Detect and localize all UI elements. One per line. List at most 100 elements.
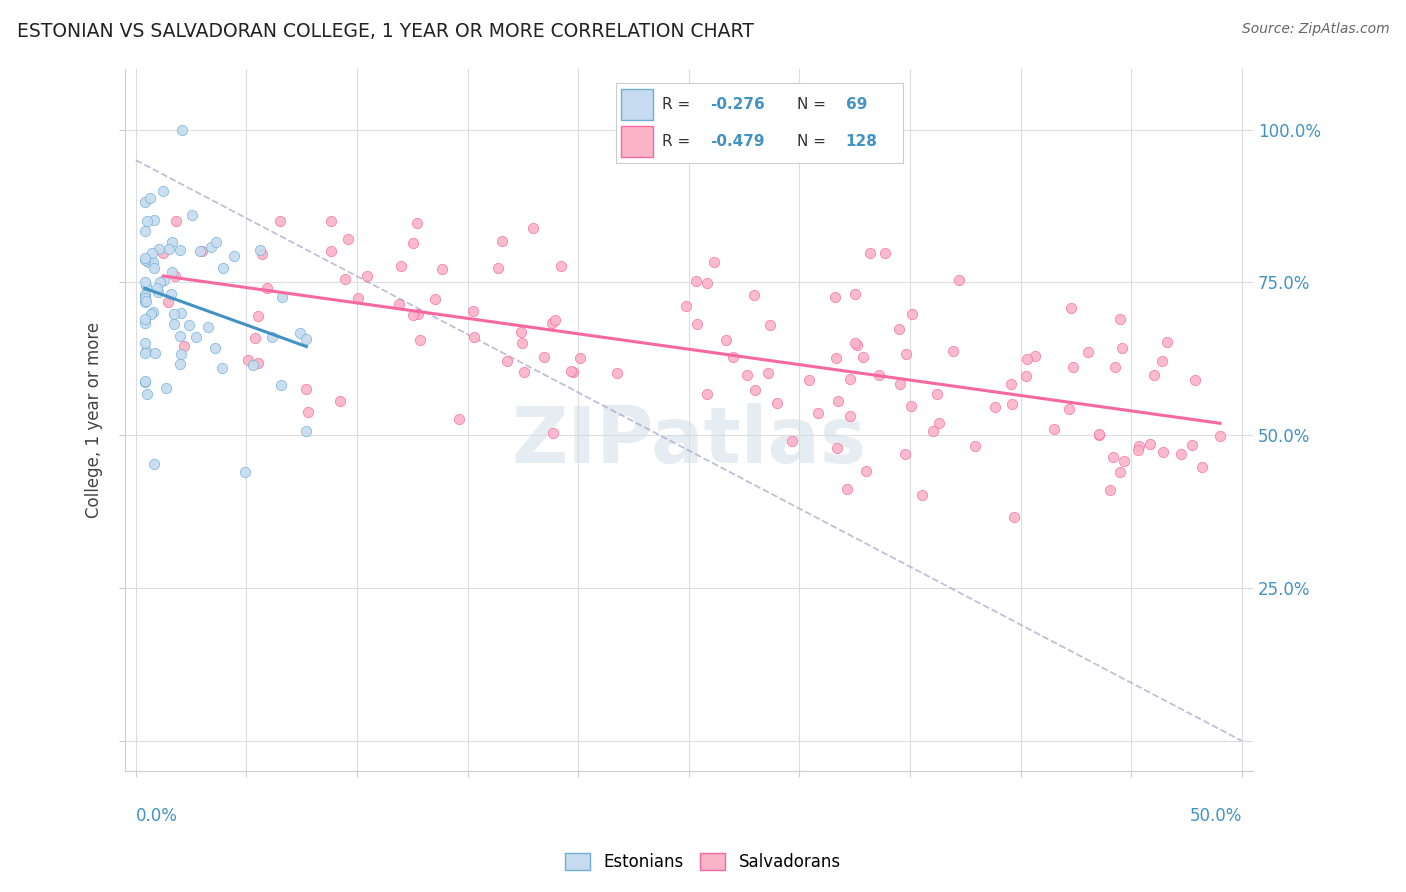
Point bbox=[163, 317, 186, 331]
Point bbox=[766, 396, 789, 410]
Point bbox=[1088, 428, 1111, 442]
Point bbox=[271, 290, 294, 304]
Point bbox=[758, 318, 780, 332]
Point bbox=[169, 243, 191, 257]
Point bbox=[1109, 465, 1132, 479]
Point bbox=[423, 292, 446, 306]
Point bbox=[155, 381, 177, 395]
Point bbox=[165, 214, 187, 228]
Point bbox=[134, 287, 156, 301]
Point bbox=[839, 372, 862, 386]
Point bbox=[1000, 377, 1022, 392]
Point bbox=[135, 387, 157, 401]
Point bbox=[900, 399, 922, 413]
Point bbox=[262, 330, 284, 344]
Point bbox=[163, 307, 186, 321]
Point bbox=[780, 434, 803, 448]
Point bbox=[1143, 368, 1166, 382]
Point bbox=[963, 439, 986, 453]
Point bbox=[134, 288, 156, 302]
Point bbox=[807, 406, 830, 420]
Point bbox=[846, 338, 869, 352]
Point bbox=[983, 401, 1005, 415]
Point bbox=[242, 358, 264, 372]
Point bbox=[169, 329, 191, 343]
Point bbox=[852, 351, 875, 365]
Point bbox=[329, 393, 352, 408]
Point bbox=[827, 393, 849, 408]
Point bbox=[1181, 438, 1204, 452]
Point bbox=[1062, 359, 1084, 374]
Point bbox=[1077, 345, 1099, 359]
Text: 0.0%: 0.0% bbox=[136, 806, 177, 824]
Point bbox=[835, 482, 858, 496]
Point bbox=[1060, 301, 1083, 315]
Point bbox=[141, 306, 163, 320]
Text: ZIPatlas: ZIPatlas bbox=[512, 403, 866, 479]
Point bbox=[1088, 427, 1111, 442]
Point bbox=[889, 322, 911, 336]
Point bbox=[294, 382, 316, 396]
Point bbox=[550, 259, 572, 273]
Point bbox=[135, 214, 157, 228]
Point bbox=[544, 313, 567, 327]
Point bbox=[134, 275, 156, 289]
Point bbox=[925, 387, 948, 401]
Point bbox=[1057, 401, 1080, 416]
Point bbox=[246, 355, 269, 369]
Point bbox=[134, 346, 156, 360]
Point bbox=[204, 341, 226, 355]
Point bbox=[1015, 368, 1038, 383]
Point bbox=[389, 259, 412, 273]
Point bbox=[337, 232, 360, 246]
Point bbox=[170, 347, 193, 361]
Point bbox=[568, 351, 591, 365]
Point bbox=[1184, 373, 1206, 387]
Point bbox=[1139, 436, 1161, 450]
Point bbox=[449, 411, 471, 425]
Point bbox=[735, 368, 758, 382]
Point bbox=[873, 246, 896, 260]
Point bbox=[797, 373, 820, 387]
Point bbox=[1043, 422, 1066, 436]
Point bbox=[696, 387, 718, 401]
Point bbox=[714, 333, 737, 347]
Point bbox=[184, 329, 207, 343]
Point bbox=[486, 260, 509, 275]
Point bbox=[409, 333, 432, 347]
Point bbox=[742, 288, 765, 302]
Point bbox=[188, 244, 211, 259]
Point bbox=[297, 405, 319, 419]
Point bbox=[1101, 450, 1123, 464]
Point bbox=[238, 352, 260, 367]
Point bbox=[134, 252, 156, 267]
Point bbox=[143, 346, 166, 360]
Point bbox=[134, 224, 156, 238]
Point bbox=[211, 360, 233, 375]
Point bbox=[541, 425, 564, 440]
Point bbox=[461, 304, 484, 318]
Point bbox=[675, 300, 697, 314]
Point bbox=[721, 351, 744, 365]
Point bbox=[160, 287, 183, 301]
Point bbox=[143, 458, 166, 472]
Point bbox=[686, 318, 709, 332]
Point bbox=[319, 244, 342, 258]
Point bbox=[922, 424, 945, 438]
Point bbox=[406, 307, 429, 321]
Point bbox=[1170, 447, 1192, 461]
Point bbox=[141, 245, 163, 260]
Text: Source: ZipAtlas.com: Source: ZipAtlas.com bbox=[1241, 22, 1389, 37]
Point bbox=[1112, 454, 1135, 468]
Point bbox=[134, 294, 156, 309]
Point bbox=[134, 375, 156, 389]
Point bbox=[1152, 444, 1174, 458]
Point bbox=[1109, 312, 1132, 326]
Point bbox=[1209, 429, 1232, 443]
Point bbox=[142, 255, 165, 269]
Point bbox=[402, 309, 425, 323]
Point bbox=[135, 279, 157, 293]
Point bbox=[321, 214, 343, 228]
Point bbox=[510, 335, 533, 350]
Point bbox=[169, 357, 191, 371]
